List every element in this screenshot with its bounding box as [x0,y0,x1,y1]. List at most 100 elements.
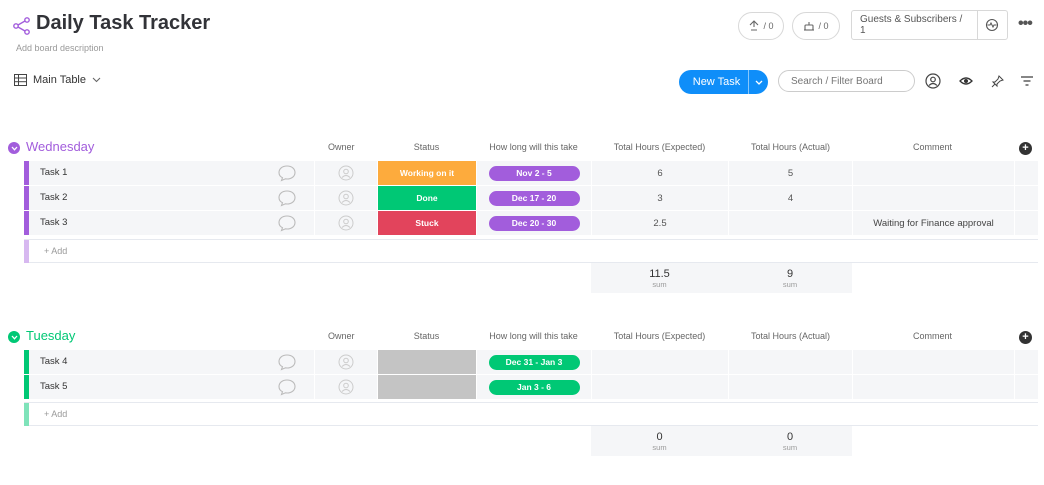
expected-hours-cell[interactable] [591,375,728,399]
table-row[interactable]: Task 4 Dec 31 - Jan 3 [24,350,1038,374]
chat-bubble-icon[interactable] [277,378,297,396]
row-end-cell [1014,350,1038,374]
add-task-row[interactable]: + Add [24,402,1038,426]
column-header-comment[interactable]: Comment [912,142,952,152]
new-task-label: New Task [692,76,741,88]
row-color-bar [24,375,29,399]
task-name[interactable]: Task 2 [40,192,68,203]
expected-hours-cell[interactable]: 6 [591,161,728,185]
group-header: Wednesday Owner Status How long will thi… [0,138,1044,160]
group-name[interactable]: Tuesday [26,328,76,343]
timeline-pill: Dec 17 - 20 [488,190,580,206]
more-options-icon[interactable]: ••• [1018,15,1033,32]
comment-text: Waiting for Finance approval [873,217,994,229]
group-name[interactable]: Wednesday [26,139,95,154]
owner-cell[interactable] [314,211,377,235]
add-task-row[interactable]: + Add [24,239,1038,263]
owner-cell[interactable] [314,375,377,399]
task-name[interactable]: Task 3 [40,217,68,228]
updates-count: / 0 [763,21,774,31]
owner-cell[interactable] [314,186,377,210]
expected-hours-cell[interactable] [591,350,728,374]
timeline-cell[interactable]: Dec 20 - 30 [476,211,591,235]
status-cell[interactable]: Working on it [377,161,476,185]
task-name[interactable]: Task 1 [40,167,68,178]
timeline-pill: Jan 3 - 6 [488,379,580,395]
chat-bubble-icon[interactable] [277,189,297,207]
guests-subscribers-box: Guests & Subscribers / 1 [851,10,1008,40]
share-icon[interactable] [12,16,32,36]
comment-cell[interactable] [852,186,1014,210]
table-row[interactable]: Task 1 Working on it Nov 2 - 5 6 5 [24,161,1038,185]
person-icon [338,165,354,181]
person-icon [338,379,354,395]
table-row[interactable]: Task 5 Jan 3 - 6 [24,375,1038,399]
add-task-input[interactable]: + Add [44,409,68,419]
group-collapse-icon[interactable] [8,331,20,343]
column-header-owner[interactable]: Owner [328,331,355,341]
column-header-comment[interactable]: Comment [912,331,952,341]
view-selector[interactable]: Main Table [14,74,101,86]
guests-subscribers-button[interactable]: Guests & Subscribers / 1 [852,11,978,39]
sum-actual: 9 sum [728,263,852,293]
sum-label: sum [652,443,667,452]
chat-bubble-icon[interactable] [277,353,297,371]
column-header-timeline[interactable]: How long will this take [489,331,578,341]
comment-cell[interactable] [852,350,1014,374]
board-description[interactable]: Add board description [16,43,104,53]
task-name[interactable]: Task 5 [40,381,68,392]
add-column-icon[interactable]: + [1019,142,1032,155]
actual-hours-cell[interactable] [728,375,852,399]
task-name[interactable]: Task 4 [40,356,68,367]
sum-actual: 0 sum [728,426,852,456]
comment-cell[interactable] [852,161,1014,185]
search-input[interactable] [778,70,915,92]
integrations-button[interactable]: / 0 [792,12,840,40]
sum-value: 11.5 [649,268,670,280]
timeline-cell[interactable]: Dec 31 - Jan 3 [476,350,591,374]
actual-hours-cell[interactable] [728,211,852,235]
comment-cell[interactable]: Waiting for Finance approval [852,211,1014,235]
timeline-cell[interactable]: Nov 2 - 5 [476,161,591,185]
person-filter-icon[interactable] [924,72,942,90]
chat-bubble-icon[interactable] [277,164,297,182]
pin-icon[interactable] [988,72,1006,90]
status-cell[interactable]: Done [377,186,476,210]
column-header-expected[interactable]: Total Hours (Expected) [613,331,706,341]
group-collapse-icon[interactable] [8,142,20,154]
status-cell[interactable] [377,350,476,374]
eye-icon[interactable] [957,72,975,90]
expected-hours-cell[interactable]: 2.5 [591,211,728,235]
expected-hours-cell[interactable]: 3 [591,186,728,210]
add-task-input[interactable]: + Add [44,246,68,256]
sort-filter-icon[interactable] [1018,72,1036,90]
timeline-cell[interactable]: Dec 17 - 20 [476,186,591,210]
column-header-owner[interactable]: Owner [328,142,355,152]
add-column-icon[interactable]: + [1019,331,1032,344]
status-cell[interactable] [377,375,476,399]
timeline-cell[interactable]: Jan 3 - 6 [476,375,591,399]
table-row[interactable]: Task 2 Done Dec 17 - 20 3 4 [24,186,1038,210]
column-header-status[interactable]: Status [413,142,440,152]
column-header-actual[interactable]: Total Hours (Actual) [750,142,831,152]
timeline-pill: Nov 2 - 5 [488,165,580,181]
board-title[interactable]: Daily Task Tracker [36,12,211,34]
status-label: Working on it [399,168,455,178]
owner-cell[interactable] [314,350,377,374]
actual-hours-cell[interactable]: 5 [728,161,852,185]
actual-hours-cell[interactable] [728,350,852,374]
activity-log-button[interactable] [978,18,1007,32]
new-task-dropdown-icon[interactable] [748,70,768,94]
comment-cell[interactable] [852,375,1014,399]
column-header-actual[interactable]: Total Hours (Actual) [750,331,831,341]
column-header-timeline[interactable]: How long will this take [489,142,578,152]
column-header-expected[interactable]: Total Hours (Expected) [613,142,706,152]
status-cell[interactable]: Stuck [377,211,476,235]
chat-bubble-icon[interactable] [277,214,297,232]
owner-cell[interactable] [314,161,377,185]
table-row[interactable]: Task 3 Stuck Dec 20 - 30 2.5 Waiting for… [24,211,1038,235]
new-task-button[interactable]: New Task [679,70,768,94]
column-header-status[interactable]: Status [413,331,440,341]
actual-hours-cell[interactable]: 4 [728,186,852,210]
updates-button[interactable]: / 0 [738,12,784,40]
